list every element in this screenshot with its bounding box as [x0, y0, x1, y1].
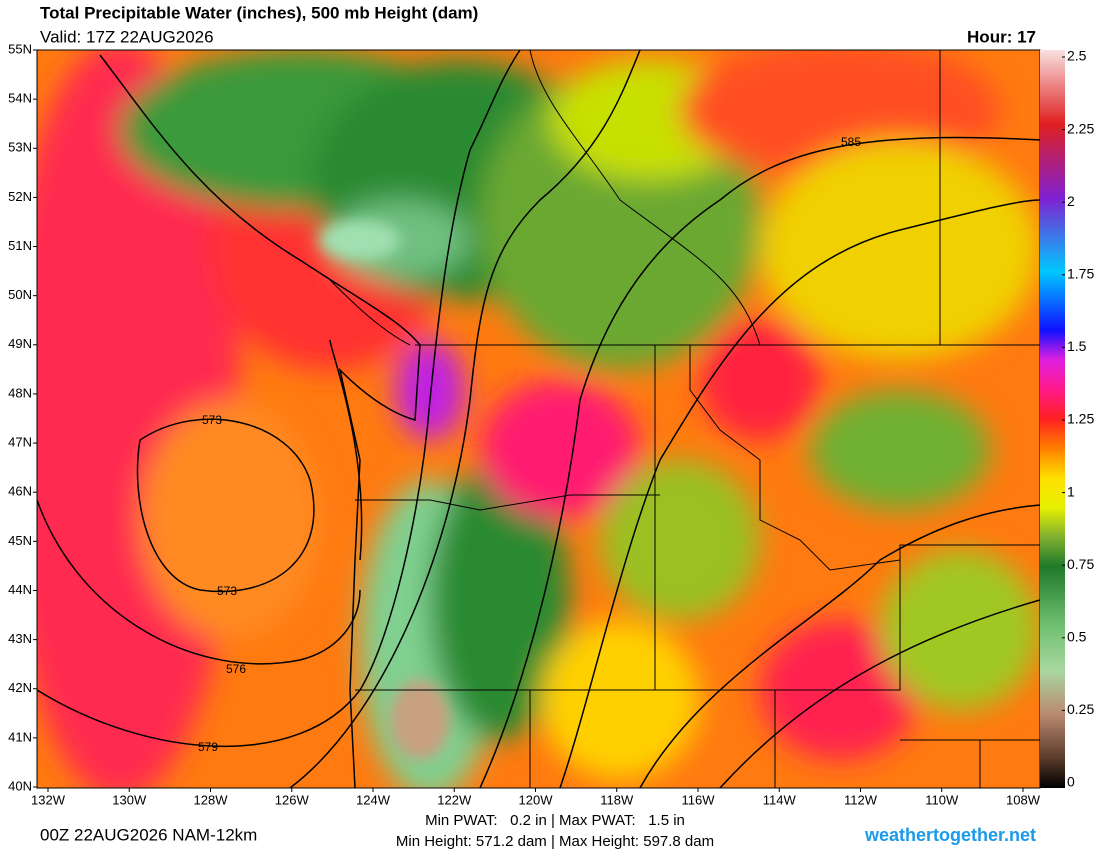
lon-label: 122W — [437, 792, 472, 807]
colorbar-tick-label: 1.25 — [1067, 411, 1094, 427]
colorbar-tick-label: 2.5 — [1067, 48, 1087, 64]
lon-label: 118W — [600, 792, 634, 807]
contour-label: 579 — [198, 740, 218, 754]
contour-label: 585 — [841, 135, 861, 149]
lat-label: 43N — [8, 631, 32, 646]
colorbar — [1040, 50, 1065, 788]
contour-label: 573 — [217, 584, 237, 598]
lat-label: 52N — [8, 189, 32, 204]
lat-label: 49N — [8, 336, 32, 351]
longitude-labels: 132W 130W 128W 126W 124W 122W 120W 118W 116W 114W… — [31, 788, 1041, 807]
colorbar-tick-label: 0.75 — [1067, 556, 1094, 572]
lat-label: 41N — [8, 729, 32, 744]
lon-label: 114W — [763, 792, 797, 807]
lon-label: 126W — [275, 792, 310, 807]
contour-label: 576 — [226, 662, 246, 676]
lon-label: 120W — [519, 792, 554, 807]
lon-label: 130W — [112, 792, 147, 807]
colorbar-tick-label: 0 — [1067, 774, 1075, 790]
lat-label: 48N — [8, 385, 32, 400]
lat-label: 40N — [8, 778, 32, 793]
lat-label: 44N — [8, 582, 32, 597]
lat-label: 51N — [8, 238, 32, 253]
lon-label: 132W — [31, 792, 66, 807]
lon-label: 128W — [194, 792, 229, 807]
lat-label: 53N — [8, 140, 32, 155]
lon-label: 112W — [844, 792, 878, 807]
contour-labels: 573 573 576 579 585 — [198, 135, 861, 754]
lon-label: 110W — [925, 792, 959, 807]
valid-time: Valid: 17Z 22AUG2026 — [40, 27, 214, 46]
lat-label: 46N — [8, 484, 32, 499]
lon-label: 108W — [1006, 792, 1041, 807]
latitude-labels: 55N 54N 53N 52N 51N 50N 49N 48N 47N 46N 45N 44N 43N 4… — [8, 41, 37, 793]
lat-label: 54N — [8, 91, 32, 106]
colorbar-tick-label: 1.75 — [1067, 266, 1094, 282]
colorbar-tick-label: 0.25 — [1067, 701, 1094, 717]
lon-label: 116W — [682, 792, 716, 807]
colorbar-tick-label: 2 — [1067, 193, 1075, 209]
contour-label: 573 — [202, 413, 222, 427]
lat-label: 42N — [8, 680, 32, 695]
colorbar-tick-label: 0.5 — [1067, 629, 1087, 645]
colorbar-tick-label: 1.5 — [1067, 338, 1087, 354]
colorbar-tick-label: 2.25 — [1067, 120, 1094, 136]
lat-label: 50N — [8, 287, 32, 302]
site-link[interactable]: weathertogether.net — [864, 825, 1036, 845]
height-range: Min Height: 571.2 dam | Max Height: 597.… — [396, 833, 714, 850]
lat-label: 45N — [8, 533, 32, 548]
model-run: 00Z 22AUG2026 NAM-12km — [40, 825, 257, 844]
lat-label: 47N — [8, 435, 32, 450]
pwat-range: Min PWAT: 0.2 in | Max PWAT: 1.5 in — [425, 812, 685, 829]
map-field — [37, 50, 1040, 788]
title: Total Precipitable Water (inches), 500 m… — [40, 3, 478, 22]
lon-label: 124W — [356, 792, 391, 807]
colorbar-tick-label: 1 — [1067, 483, 1075, 499]
lat-label: 55N — [8, 41, 32, 56]
forecast-hour: Hour: 17 — [967, 27, 1036, 46]
colorbar-ticks: 0 0.25 0.5 0.75 1 1.25 1.5 1.75 2 2.25 2.5 — [1062, 48, 1094, 790]
